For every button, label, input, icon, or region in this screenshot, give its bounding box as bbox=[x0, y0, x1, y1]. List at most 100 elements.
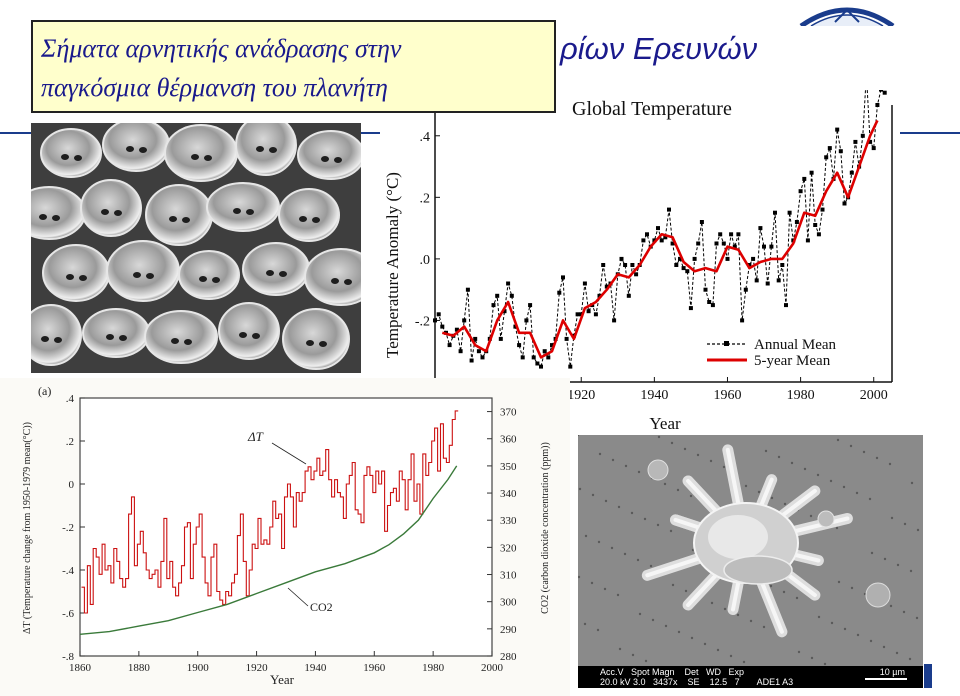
speckle bbox=[729, 654, 733, 658]
organization-logo bbox=[799, 7, 895, 26]
chart-legend: Annual Mean 5-year Mean bbox=[707, 337, 837, 369]
disc-pore bbox=[239, 332, 247, 338]
speckle bbox=[850, 586, 854, 590]
annual-mean-point bbox=[436, 312, 441, 317]
speckle bbox=[895, 651, 899, 655]
annual-mean-point bbox=[656, 226, 660, 231]
annual-mean-point bbox=[842, 201, 847, 206]
annual-mean-point bbox=[762, 244, 766, 249]
disc-pore bbox=[331, 278, 339, 284]
speckle bbox=[638, 612, 642, 616]
speckle bbox=[736, 613, 740, 617]
coccolith-disc bbox=[106, 240, 180, 302]
header-text: ρίων Ερευνών bbox=[560, 31, 758, 66]
annual-mean-point bbox=[495, 293, 500, 298]
speckle bbox=[836, 438, 840, 442]
annual-mean-point bbox=[816, 232, 821, 237]
speckle bbox=[902, 610, 906, 614]
annual-mean-point bbox=[732, 244, 737, 249]
speckle bbox=[623, 552, 627, 556]
x-axis-label: Year bbox=[270, 672, 295, 687]
y-axis-label: ΔT (Temperature change from 1950-1979 me… bbox=[22, 422, 33, 634]
annual-mean-point bbox=[692, 256, 697, 261]
speckle bbox=[618, 647, 622, 651]
annual-mean-point bbox=[535, 361, 540, 366]
series-line-co2 bbox=[79, 465, 458, 635]
annual-mean-point bbox=[780, 263, 785, 267]
annual-mean-point bbox=[707, 300, 712, 304]
y-right-tick-label: 290 bbox=[500, 624, 517, 636]
speckle bbox=[649, 564, 653, 568]
annual-mean-point bbox=[805, 238, 810, 243]
annual-mean-point bbox=[465, 287, 470, 292]
disc-pore bbox=[344, 279, 352, 285]
annual-mean-point bbox=[652, 238, 657, 243]
disc-pore bbox=[146, 273, 154, 279]
annual-mean-point bbox=[824, 155, 829, 160]
speckle bbox=[656, 523, 660, 527]
y-axis-label: Temperature Anomaly (°C) bbox=[383, 172, 402, 358]
speckle bbox=[803, 467, 807, 471]
speckle bbox=[677, 630, 681, 634]
speckle bbox=[709, 459, 713, 463]
disc-pore bbox=[256, 146, 264, 152]
delta-t-leader-line bbox=[271, 442, 307, 465]
annual-mean-point bbox=[447, 343, 452, 348]
y-right-tick-label: 280 bbox=[500, 651, 517, 663]
annual-mean-point bbox=[626, 293, 631, 298]
annual-mean-point bbox=[696, 241, 701, 246]
annual-mean-point bbox=[623, 263, 628, 267]
annual-mean-point bbox=[670, 241, 675, 246]
annual-mean-point bbox=[820, 207, 825, 212]
coccolith-disc bbox=[82, 308, 150, 358]
scale-bar bbox=[865, 678, 907, 680]
disc-pore bbox=[54, 337, 62, 343]
annual-mean-point bbox=[645, 232, 649, 237]
speckle bbox=[875, 456, 879, 460]
annual-mean-point bbox=[454, 327, 459, 332]
speckle bbox=[882, 645, 886, 649]
annual-mean-point bbox=[773, 210, 777, 215]
annual-mean-point bbox=[473, 336, 478, 341]
coccolith-disc bbox=[178, 250, 240, 300]
disc-pore bbox=[106, 334, 114, 340]
speckle bbox=[783, 502, 787, 506]
speckle bbox=[590, 581, 594, 585]
annual-mean-point bbox=[524, 318, 529, 323]
speckle bbox=[790, 461, 794, 465]
x-tick-label: 2000 bbox=[481, 662, 504, 674]
annual-mean-point bbox=[787, 210, 792, 215]
annual-mean-point bbox=[860, 133, 865, 138]
legend-marker-annual-mean bbox=[724, 341, 729, 346]
disc-pore bbox=[169, 216, 177, 222]
speckle bbox=[888, 462, 892, 466]
speckle bbox=[870, 551, 874, 555]
speckle bbox=[630, 511, 634, 515]
annual-mean-point bbox=[539, 364, 543, 369]
y-axis-right-label: CO2 (carbon dioxide concentration (ppm)) bbox=[540, 442, 551, 614]
title-line: Σήματα αρνητικής ανάδρασης στην bbox=[41, 34, 402, 63]
x-tick-label: 1860 bbox=[69, 662, 92, 674]
coccolith-disc bbox=[206, 182, 280, 232]
annual-mean-point bbox=[747, 263, 752, 267]
coccolith-disc bbox=[297, 130, 361, 180]
speckle bbox=[591, 493, 595, 497]
speckle bbox=[777, 455, 781, 459]
speckle bbox=[643, 517, 647, 521]
disc-pore bbox=[299, 216, 307, 222]
disc-pore bbox=[252, 333, 260, 339]
speckle bbox=[611, 458, 615, 462]
coccolith-disc bbox=[282, 308, 350, 370]
speckle bbox=[631, 653, 635, 657]
y-right-tick-label: 300 bbox=[500, 597, 517, 609]
annual-mean-point bbox=[871, 146, 876, 151]
coccolith-disc bbox=[102, 123, 170, 172]
annual-mean-point bbox=[659, 238, 664, 243]
series-line-delta-t bbox=[81, 410, 459, 614]
annual-mean-point bbox=[729, 232, 734, 237]
speckle bbox=[837, 580, 841, 584]
annual-mean-point bbox=[699, 220, 704, 224]
disc-pore bbox=[39, 214, 47, 220]
speckle bbox=[663, 482, 667, 486]
speckle bbox=[797, 650, 801, 654]
